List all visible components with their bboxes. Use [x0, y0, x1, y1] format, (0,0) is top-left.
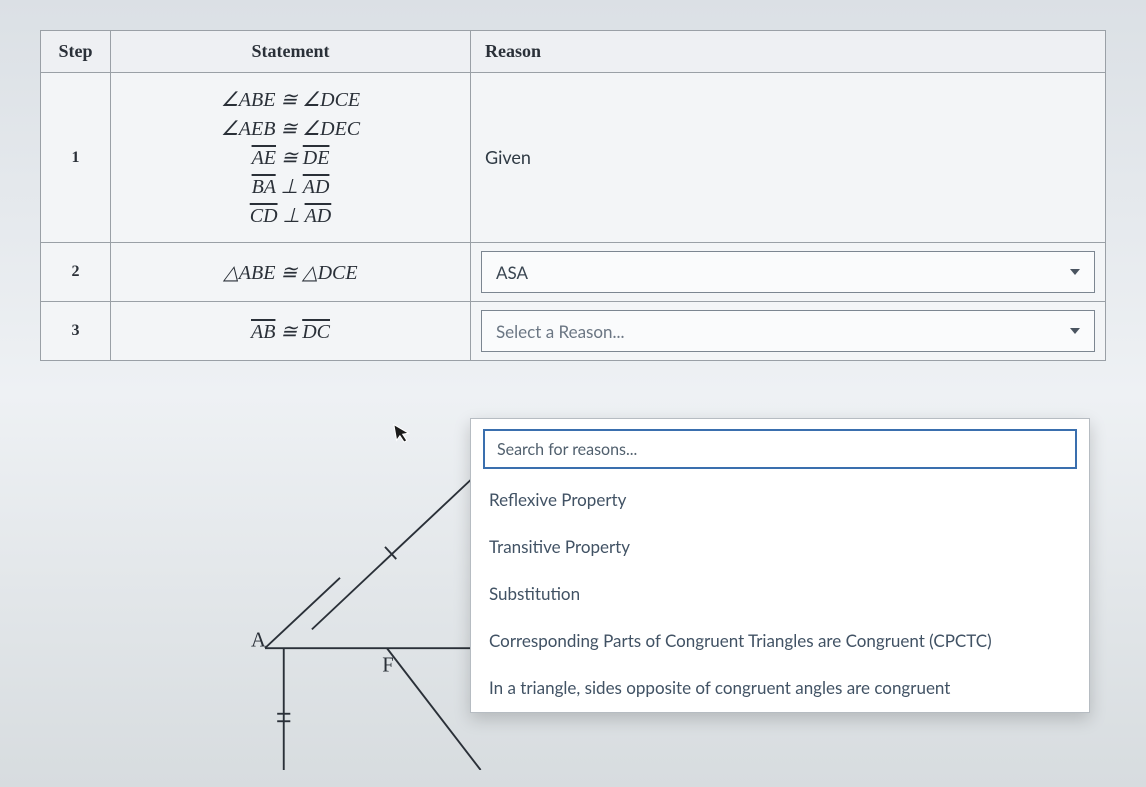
mouse-cursor-icon	[393, 421, 416, 452]
header-reason: Reason	[471, 31, 1106, 73]
proof-table: Step Statement Reason 1 ∠ABE ≅ ∠DCE ∠AEB…	[40, 30, 1106, 361]
statement-cell: AB ≅ DC	[111, 302, 471, 361]
diagram-label-f: F	[382, 655, 393, 677]
statement-line: BA ⊥ AD	[125, 174, 456, 199]
step-number: 2	[41, 243, 111, 302]
angle-aeb: ∠AEB	[221, 118, 276, 140]
table-header-row: Step Statement Reason	[41, 31, 1106, 73]
reason-option-reflexive[interactable]: Reflexive Property	[471, 477, 1089, 524]
angle-dec: ∠DEC	[302, 118, 360, 140]
geometry-diagram: A F	[190, 470, 490, 770]
chevron-down-icon	[1070, 269, 1080, 275]
table-row: 3 AB ≅ DC Select a Reason...	[41, 302, 1106, 361]
congruent-symbol: ≅	[280, 118, 297, 140]
search-placeholder: Search for reasons...	[497, 440, 637, 459]
statement-line: ∠ABE ≅ ∠DCE	[125, 87, 456, 112]
table-row: 2 △ABE ≅ △DCE ASA	[41, 243, 1106, 302]
reason-cell: Given	[471, 73, 1106, 243]
diagram-label-a: A	[251, 629, 266, 651]
step-number: 1	[41, 73, 111, 243]
triangle-dce: △DCE	[302, 262, 357, 284]
statement-line: ∠AEB ≅ ∠DEC	[125, 116, 456, 141]
segment-de: DE	[303, 147, 330, 169]
segment-ad: AD	[305, 205, 332, 227]
reason-dropdown: Search for reasons... Reflexive Property…	[470, 418, 1090, 713]
statement-cell: △ABE ≅ △DCE	[111, 243, 471, 302]
congruent-symbol: ≅	[280, 321, 297, 343]
statement-line: △ABE ≅ △DCE	[125, 260, 456, 285]
header-step: Step	[41, 31, 111, 73]
statement-line: CD ⊥ AD	[125, 203, 456, 228]
reason-search-input[interactable]: Search for reasons...	[483, 429, 1077, 469]
reason-option-transitive[interactable]: Transitive Property	[471, 524, 1089, 571]
segment-ba: BA	[252, 176, 276, 198]
reason-select-placeholder: Select a Reason...	[496, 321, 625, 342]
congruent-symbol: ≅	[281, 147, 298, 169]
chevron-down-icon	[1070, 328, 1080, 334]
statement-line: AE ≅ DE	[125, 145, 456, 170]
reason-option-cpctc[interactable]: Corresponding Parts of Congruent Triangl…	[471, 618, 1089, 665]
perpendicular-symbol: ⊥	[283, 205, 300, 227]
congruent-symbol: ≅	[280, 262, 297, 284]
reason-cell: Select a Reason...	[471, 302, 1106, 361]
segment-ab: AB	[251, 321, 275, 343]
reason-select-value: ASA	[496, 262, 528, 283]
header-statement: Statement	[111, 31, 471, 73]
reason-option-substitution[interactable]: Substitution	[471, 571, 1089, 618]
statement-cell: ∠ABE ≅ ∠DCE ∠AEB ≅ ∠DEC AE ≅ DE	[111, 73, 471, 243]
angle-dce: ∠DCE	[302, 89, 360, 111]
segment-ae: AE	[252, 147, 276, 169]
perpendicular-symbol: ⊥	[281, 176, 298, 198]
segment-ad: AD	[303, 176, 330, 198]
triangle-abe: △ABE	[223, 262, 275, 284]
reason-select-step2[interactable]: ASA	[481, 251, 1095, 293]
segment-dc: DC	[302, 321, 330, 343]
table-row: 1 ∠ABE ≅ ∠DCE ∠AEB ≅ ∠DEC AE ≅	[41, 73, 1106, 243]
proof-page: Step Statement Reason 1 ∠ABE ≅ ∠DCE ∠AEB…	[0, 0, 1146, 787]
reason-cell: ASA	[471, 243, 1106, 302]
segment-cd: CD	[250, 205, 278, 227]
statement-line: AB ≅ DC	[125, 319, 456, 344]
step-number: 3	[41, 302, 111, 361]
reason-given: Given	[485, 146, 531, 168]
reason-option-opposite-sides[interactable]: In a triangle, sides opposite of congrue…	[471, 665, 1089, 712]
angle-abe: ∠ABE	[221, 89, 276, 111]
reason-select-step3[interactable]: Select a Reason...	[481, 310, 1095, 352]
congruent-symbol: ≅	[280, 89, 297, 111]
